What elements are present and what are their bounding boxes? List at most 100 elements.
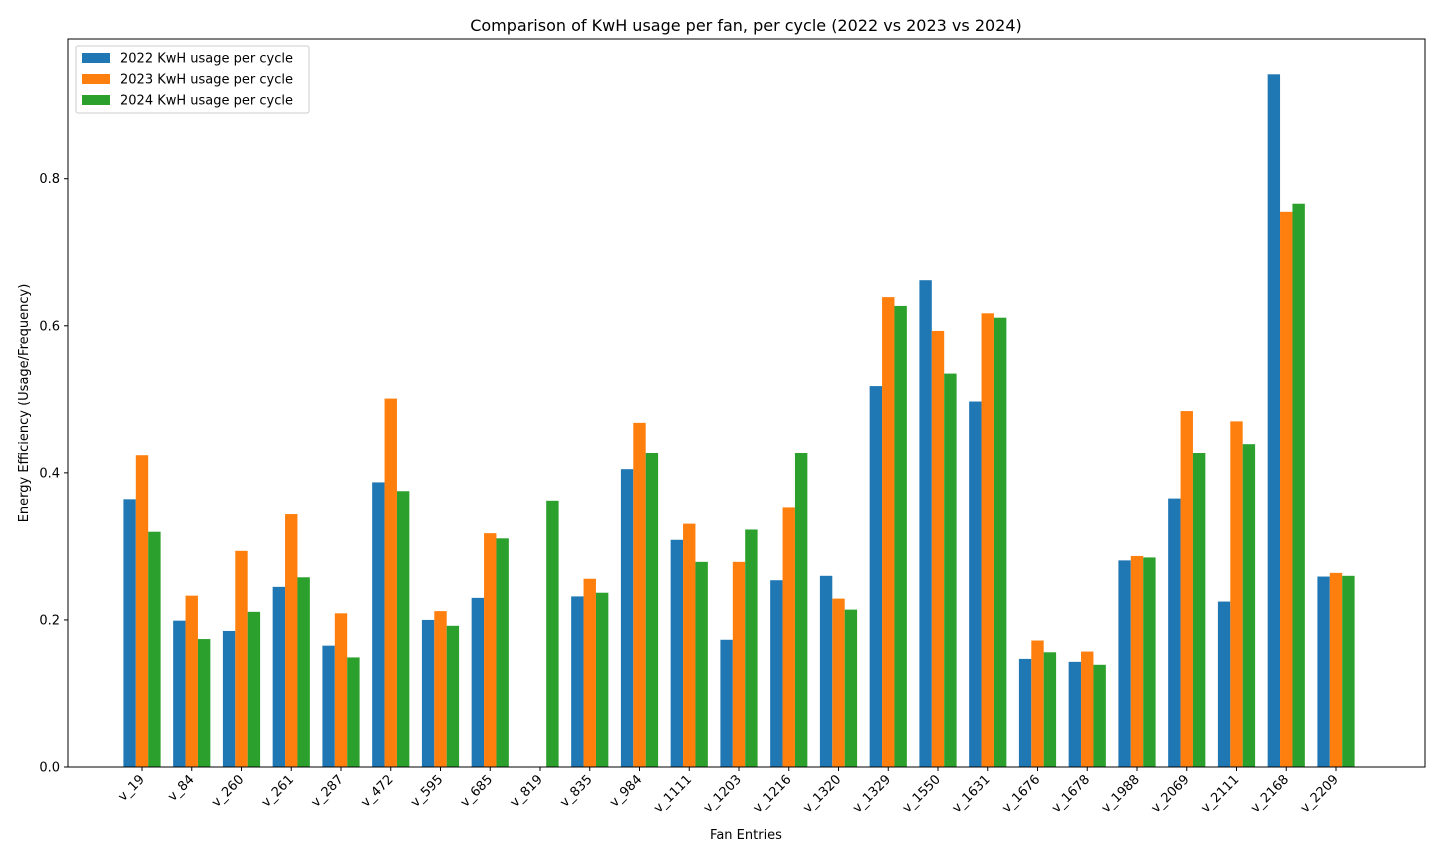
bar-v_685-1 <box>471 597 485 767</box>
x-tick-label: v_1631 <box>950 772 994 816</box>
bar-v_1329-1 <box>869 386 883 767</box>
x-axis-label: Fan Entries <box>710 828 782 843</box>
x-tick-label: v_287 <box>309 772 347 810</box>
bar-v_260-2 <box>235 550 248 767</box>
bar-v_984-3 <box>645 453 659 767</box>
bar-v_2069-3 <box>1192 453 1206 767</box>
x-tick-label: v_595 <box>408 772 446 810</box>
bar-v_1676-3 <box>1043 652 1057 767</box>
legend: 2022 KwH usage per cycle 2023 KwH usage p… <box>75 45 310 114</box>
bar-v_595-3 <box>446 625 460 767</box>
bar-v_1631-2 <box>981 313 994 767</box>
legend-swatch-3 <box>82 95 110 105</box>
x-tick-label: v_685 <box>458 772 496 810</box>
bar-v_2168-2 <box>1280 211 1293 767</box>
bar-v_1550-3 <box>944 373 957 767</box>
bar-v_2111-2 <box>1230 421 1243 767</box>
legend-swatch-2 <box>82 74 110 84</box>
x-tick-label: v_2209 <box>1298 772 1342 816</box>
legend-box <box>75 45 310 114</box>
bar-v_2209-1 <box>1317 576 1330 767</box>
x-tick-label: v_1329 <box>850 772 894 816</box>
bar-v_2209-2 <box>1329 572 1343 767</box>
bar-v_1329-2 <box>882 297 895 767</box>
bar-v_84-3 <box>197 639 211 767</box>
bar-v_2168-3 <box>1292 203 1305 768</box>
x-tick-label: v_835 <box>557 772 595 810</box>
bar-v_84-1 <box>173 620 186 767</box>
bar-v_1678-1 <box>1068 661 1082 767</box>
legend-label-3: 2024 KwH usage per cycle <box>120 94 293 109</box>
bar-v_1320-3 <box>844 609 858 767</box>
bar-v_1550-2 <box>931 330 945 767</box>
bar-v_2168-1 <box>1267 74 1281 768</box>
bars-layer <box>123 74 1355 768</box>
x-tick-label: v_1676 <box>999 772 1043 816</box>
x-tick-label: v_1216 <box>751 772 795 816</box>
bar-v_1678-3 <box>1093 664 1106 767</box>
legend-label-2: 2023 KwH usage per cycle <box>120 73 293 88</box>
x-tick-label: v_84 <box>165 772 197 804</box>
bar-v_472-3 <box>396 491 410 767</box>
bar-v_1111-3 <box>695 561 708 767</box>
x-tick-label: v_2069 <box>1149 772 1193 816</box>
bar-v_287-3 <box>347 657 360 767</box>
x-tick-label: v_984 <box>607 772 645 810</box>
bar-v_1988-3 <box>1143 557 1156 767</box>
bar-v_1111-1 <box>670 539 684 767</box>
bar-v_19-1 <box>123 499 136 767</box>
chart-title: Comparison of KwH usage per fan, per cyc… <box>470 16 1022 35</box>
x-tick-label: v_1550 <box>900 772 944 816</box>
bar-v_1216-1 <box>770 580 783 767</box>
bar-v_2111-1 <box>1217 601 1231 767</box>
bar-v_685-3 <box>496 538 509 767</box>
x-tick-label: v_261 <box>259 772 297 810</box>
bar-v_835-1 <box>571 596 584 767</box>
bar-v_1329-3 <box>894 305 907 767</box>
y-tick-label: 0.2 <box>39 613 60 628</box>
bar-v_1216-3 <box>794 453 808 767</box>
bar-v_261-3 <box>297 577 310 767</box>
bar-v_1203-1 <box>720 639 733 767</box>
x-tick-label: v_1203 <box>701 772 745 816</box>
bar-v_19-3 <box>148 531 161 767</box>
x-tick-label: v_1111 <box>651 772 695 816</box>
bar-v_472-1 <box>372 482 385 767</box>
bar-v_1216-2 <box>782 507 795 767</box>
y-tick-label: 0.6 <box>39 319 60 334</box>
x-tick-label: v_2111 <box>1198 772 1242 816</box>
bar-v_261-1 <box>272 586 286 767</box>
y-axis-label: Energy Efficiency (Usage/Frequency) <box>17 284 32 523</box>
x-tick-label: v_19 <box>115 772 147 804</box>
x-tick-label: v_260 <box>209 772 247 810</box>
bar-v_1678-2 <box>1081 651 1094 767</box>
bar-v_19-2 <box>135 455 149 767</box>
bar-v_984-1 <box>620 469 634 767</box>
bar-v_84-2 <box>185 595 198 767</box>
bar-v_287-1 <box>322 645 335 767</box>
x-tick-label: v_472 <box>358 772 396 810</box>
y-tick-label: 0.0 <box>39 761 60 776</box>
bar-v_1203-3 <box>745 529 758 767</box>
bar-v_835-3 <box>595 592 609 767</box>
bar-v_984-2 <box>633 422 646 767</box>
y-tick-label: 0.4 <box>39 466 60 481</box>
x-axis: v_19 v_84 v_260 v_261 v_287 v_472 v_595 v_685 v_… <box>115 767 1342 816</box>
bar-v_472-2 <box>384 398 397 767</box>
x-tick-label: v_1320 <box>800 772 844 816</box>
plot-frame <box>67 38 1426 768</box>
x-tick-label: v_819 <box>508 772 546 810</box>
y-tick-label: 0.8 <box>39 172 60 187</box>
bar-v_595-2 <box>434 611 447 767</box>
bar-v_1676-1 <box>1018 658 1032 767</box>
bar-v_2111-3 <box>1242 444 1256 767</box>
bar-v_2069-1 <box>1168 498 1181 767</box>
legend-label-1: 2022 KwH usage per cycle <box>120 52 293 67</box>
bar-v_1203-2 <box>732 561 746 767</box>
bar-v_2209-3 <box>1342 575 1355 767</box>
bar-v_1676-2 <box>1031 640 1044 767</box>
bar-v_1320-2 <box>832 598 845 767</box>
bar-v_260-1 <box>222 630 236 767</box>
bar-v_261-2 <box>285 514 298 767</box>
